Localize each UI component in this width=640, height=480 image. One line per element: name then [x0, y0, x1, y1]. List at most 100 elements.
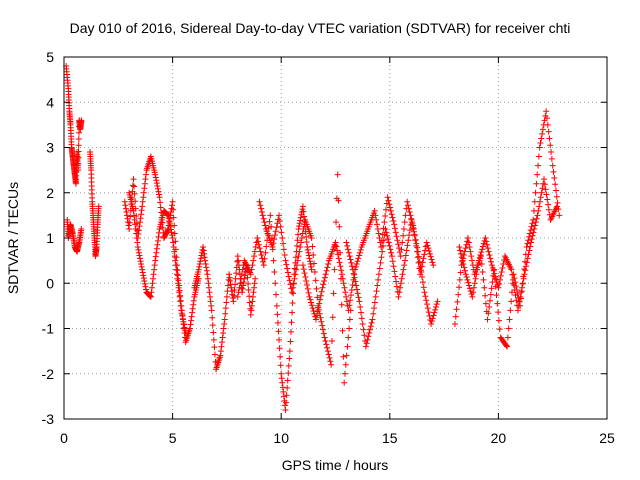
data-point — [286, 355, 293, 362]
data-point — [470, 289, 477, 296]
data-point — [142, 171, 149, 178]
data-point — [171, 222, 178, 229]
data-point — [282, 257, 289, 264]
data-point — [245, 287, 252, 294]
data-point — [276, 336, 283, 343]
data-point — [255, 238, 262, 245]
data-point — [353, 282, 360, 289]
data-point — [397, 280, 404, 287]
data-point — [276, 218, 283, 225]
data-point — [428, 256, 435, 263]
data-point — [427, 253, 434, 260]
data-point — [135, 227, 142, 234]
data-point — [271, 232, 278, 239]
data-point — [171, 248, 178, 255]
data-point — [419, 274, 426, 281]
data-point — [456, 276, 463, 283]
data-point — [463, 274, 470, 281]
data-point — [426, 248, 433, 255]
data-point — [432, 306, 439, 313]
data-point — [164, 227, 171, 234]
data-point — [342, 370, 349, 377]
data-point — [139, 266, 146, 273]
data-point — [308, 235, 315, 241]
data-point — [169, 232, 176, 239]
data-point — [284, 377, 291, 384]
data-point — [122, 202, 129, 209]
data-point — [170, 214, 177, 221]
data-point — [322, 337, 329, 344]
data-point — [401, 219, 408, 226]
data-point — [211, 344, 218, 351]
data-point — [141, 185, 148, 192]
data-point — [349, 281, 356, 288]
data-point — [375, 230, 382, 237]
data-point — [493, 292, 500, 299]
data-point — [325, 351, 332, 358]
x-axis: 0 5 10 15 20 25 — [60, 57, 615, 446]
data-point — [415, 259, 422, 266]
data-point — [348, 287, 355, 294]
data-point — [468, 253, 475, 260]
data-point — [222, 310, 229, 317]
data-point — [274, 311, 281, 318]
data-point — [334, 251, 341, 258]
data-point — [527, 243, 534, 250]
data-point — [534, 212, 541, 219]
data-point — [391, 221, 398, 228]
data-point — [138, 261, 145, 268]
data-point — [166, 218, 173, 225]
data-point — [305, 289, 312, 296]
series-arc-c — [87, 149, 102, 260]
data-point — [278, 370, 285, 377]
data-point — [202, 257, 209, 264]
data-point — [391, 225, 398, 232]
data-point — [168, 229, 175, 236]
data-point — [399, 239, 406, 246]
data-point — [282, 406, 289, 413]
data-point — [208, 307, 215, 314]
data-point — [484, 245, 491, 252]
data-point — [202, 261, 209, 268]
data-point — [345, 307, 352, 314]
data-point — [504, 334, 511, 341]
data-point — [280, 388, 287, 395]
data-point — [244, 274, 251, 281]
data-point — [480, 276, 487, 283]
y-tick-label: 3 — [46, 140, 54, 156]
data-point — [411, 232, 418, 239]
data-point — [218, 343, 225, 350]
data-point — [171, 253, 178, 260]
data-point — [325, 261, 332, 268]
data-point — [553, 193, 560, 200]
data-point — [510, 276, 517, 283]
data-point — [345, 334, 352, 341]
data-point — [257, 202, 264, 209]
data-point — [292, 271, 299, 278]
data-point — [289, 289, 296, 296]
data-point — [329, 314, 336, 321]
data-point — [217, 352, 224, 359]
data-point — [430, 312, 437, 319]
data-point — [347, 292, 354, 299]
data-point — [276, 345, 283, 352]
data-point — [75, 154, 82, 161]
data-point — [318, 318, 325, 325]
data-point — [393, 233, 400, 240]
data-point — [426, 250, 433, 257]
data-point — [188, 313, 195, 320]
data-point — [521, 271, 528, 278]
data-point — [354, 290, 361, 297]
data-point — [123, 212, 130, 219]
data-point — [398, 246, 405, 253]
data-point — [455, 291, 462, 298]
data-point — [404, 242, 411, 249]
data-point — [511, 287, 518, 294]
x-axis-label: GPS time / hours — [282, 457, 389, 473]
data-point — [419, 259, 426, 266]
data-point — [483, 238, 490, 245]
data-point — [249, 262, 256, 269]
data-point — [374, 221, 381, 228]
data-point — [190, 301, 197, 308]
data-point — [525, 251, 532, 258]
